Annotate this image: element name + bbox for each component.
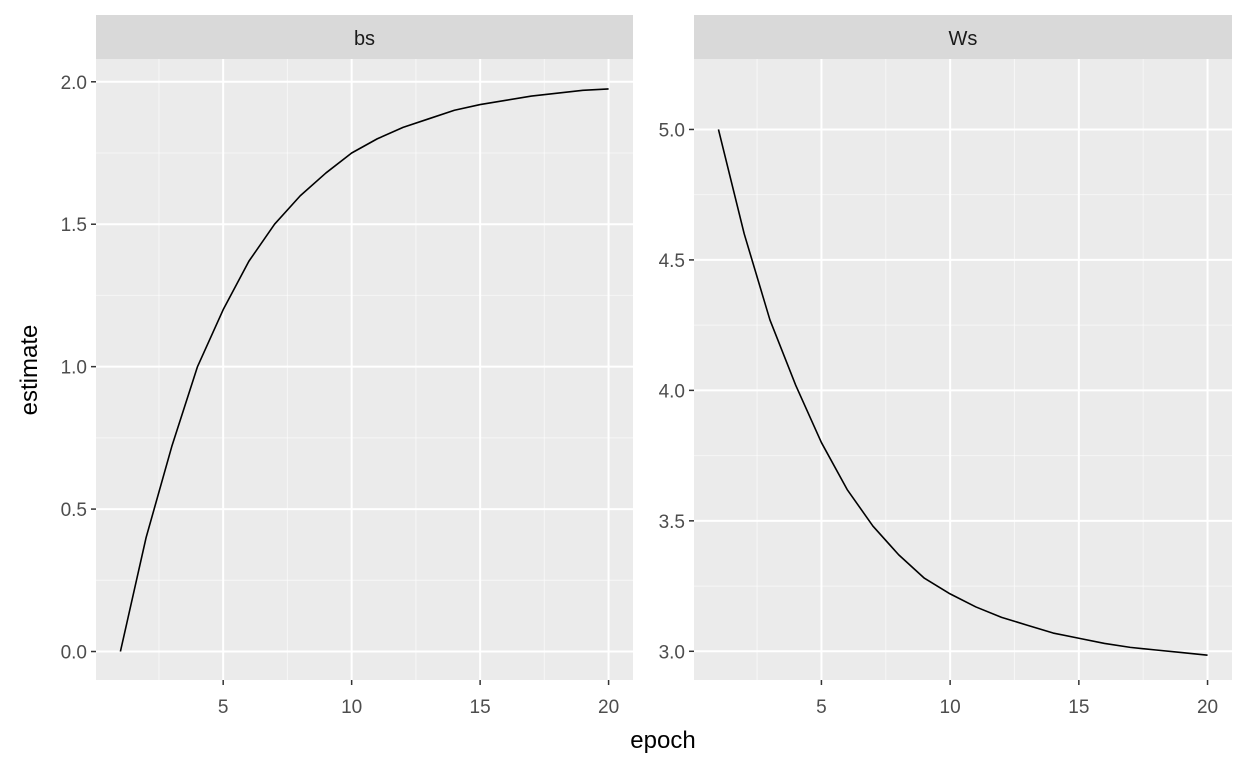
facet-strip [694,15,1232,59]
facet-strip-label: bs [354,28,375,50]
facet-strip [96,15,633,59]
x-tick-label: 15 [470,697,491,718]
y-tick-label: 1.0 [61,358,87,379]
x-tick-label: 10 [341,697,362,718]
y-tick-label: 4.0 [659,381,685,402]
y-tick-label: 2.0 [61,73,87,94]
x-tick-label: 5 [816,697,827,718]
panel-ws: Ws 3.0 3.5 4.0 4.5 5.0 5 10 15 20 [659,15,1232,718]
x-tick-label: 5 [218,697,229,718]
x-axis-title: epoch [630,727,695,754]
y-tick-label: 3.5 [659,512,685,533]
x-tick-label: 20 [598,697,619,718]
facet-strip-label: Ws [949,28,978,50]
y-tick-label: 1.5 [61,215,87,236]
y-tick-label: 4.5 [659,251,685,272]
y-tick-label: 3.0 [659,642,685,663]
panel-background [96,59,633,680]
panel-background [694,59,1232,680]
series-line-bs [119,88,609,652]
panel-bs: bs 0.0 0.5 1.0 1.5 2.0 5 10 15 20 [61,15,633,718]
panels: bs 0.0 0.5 1.0 1.5 2.0 5 10 15 20 Ws 3.0 3.5 4.0 4.5 5.… [61,15,1232,718]
y-axis-title: estimate [16,325,43,416]
series-line-ws [717,129,1208,657]
y-tick-label: 0.0 [61,643,87,664]
y-tick-label: 0.5 [61,500,87,521]
y-tick-label: 5.0 [659,120,685,141]
x-tick-label: 10 [940,697,961,718]
x-tick-label: 20 [1197,697,1218,718]
x-tick-label: 15 [1068,697,1089,718]
